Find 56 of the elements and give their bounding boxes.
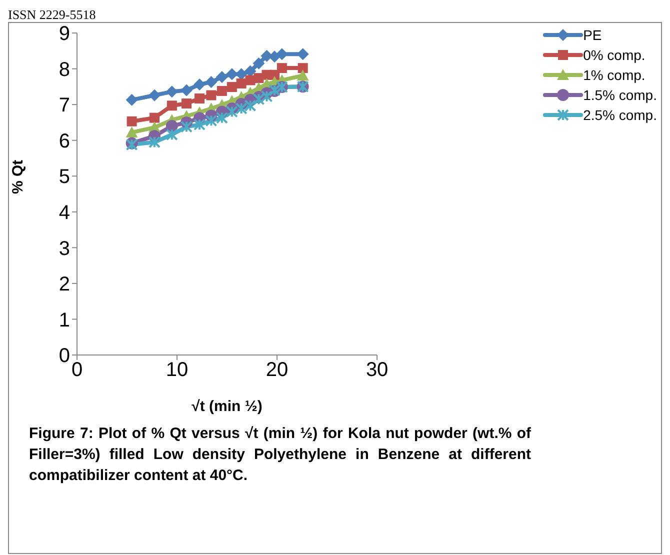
x-axis-title: √t (min ½) (192, 398, 262, 415)
y-tick-label: 1 (58, 309, 70, 332)
point (148, 136, 161, 148)
point (126, 94, 138, 106)
point (244, 100, 256, 112)
point (206, 90, 216, 100)
point (216, 86, 227, 96)
y-tick-label: 7 (58, 94, 70, 117)
point (194, 78, 206, 91)
point (226, 106, 238, 118)
point (150, 112, 160, 123)
y-tick-label: 9 (58, 23, 70, 46)
point (216, 112, 228, 124)
y-axis-title: % Qt (9, 160, 26, 194)
point (182, 98, 192, 108)
legend-label: 0% comp. (583, 46, 646, 65)
point (235, 102, 248, 114)
point (296, 70, 309, 81)
legend-label: 1.5% comp. (583, 86, 657, 105)
x-tick-label: 30 (366, 359, 388, 382)
legend-label: 2.5% comp. (583, 106, 657, 125)
point (205, 76, 218, 88)
point (180, 84, 193, 96)
point (126, 126, 138, 138)
legend-label: 1% comp. (583, 66, 646, 85)
y-tick-label: 2 (58, 274, 70, 296)
point (166, 86, 178, 98)
y-tick-label: 5 (58, 166, 70, 188)
point (276, 63, 287, 74)
point (298, 63, 308, 74)
text: ISSN 2229-5518 (8, 7, 97, 22)
point (216, 71, 228, 84)
point (276, 48, 288, 60)
legend-label: PE (583, 26, 602, 45)
point (126, 116, 137, 126)
point (205, 114, 218, 127)
point (260, 90, 273, 102)
x-tick-label: 10 (166, 359, 188, 382)
point (148, 89, 161, 102)
point (226, 82, 237, 92)
point (194, 118, 206, 131)
y-tick-label: 4 (58, 202, 70, 224)
point (166, 120, 178, 132)
point (180, 120, 193, 133)
x-tick-label: 20 (266, 359, 288, 382)
point (268, 50, 281, 63)
y-tick-label: 6 (58, 130, 70, 152)
y-tick-label: 0 (58, 345, 70, 368)
point (194, 93, 205, 104)
point (166, 128, 178, 141)
caption: Figure 7: Plot of % Qt versus √t (min ½) for Kola nut powder (wt.% of Filler=3%) filled Low density Polyethylene in Benzene at different compatibilizer content at 40°C. (29, 424, 531, 486)
point (226, 68, 238, 80)
point (252, 57, 265, 70)
point (166, 100, 177, 111)
y-tick-label: 3 (58, 238, 70, 260)
y-tick-label: 8 (58, 58, 70, 81)
